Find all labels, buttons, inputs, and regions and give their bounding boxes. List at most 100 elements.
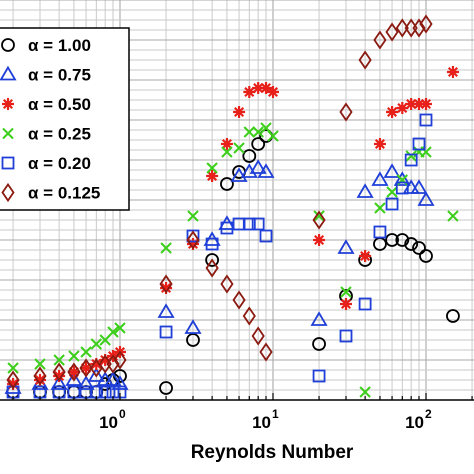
data-point (242, 149, 257, 163)
data-point (412, 98, 425, 110)
data-point (358, 297, 372, 311)
data-point (420, 98, 432, 110)
data-point (67, 362, 81, 382)
data-point (68, 350, 80, 362)
series-4 (6, 113, 433, 399)
data-point (312, 210, 326, 230)
data-point (159, 325, 173, 339)
data-point (267, 130, 279, 142)
x-tick-label: 10 2 (405, 407, 432, 432)
legend-label: α = 1.00 (28, 36, 91, 55)
data-point (339, 102, 353, 122)
legend-entry: α = 1.00 (1, 36, 91, 55)
data-point (157, 303, 175, 318)
data-point (65, 371, 83, 386)
data-point (383, 163, 401, 178)
data-point (106, 354, 120, 374)
data-point (313, 234, 326, 246)
data-point (187, 210, 199, 222)
legend-marker (2, 127, 14, 140)
data-point (385, 22, 399, 42)
data-point (206, 162, 218, 174)
data-point (405, 150, 417, 162)
data-point (419, 249, 433, 263)
data-point (233, 106, 246, 118)
data-point (404, 153, 418, 167)
legend-label: α = 0.125 (28, 184, 100, 203)
legend-entry: α = 0.75 (0, 65, 91, 85)
data-point (206, 170, 219, 182)
series-5 (6, 14, 433, 390)
data-point (77, 375, 95, 390)
data-point (395, 18, 409, 38)
data-point (33, 366, 47, 386)
svg-text:10: 10 (252, 413, 271, 432)
data-point (114, 322, 126, 334)
data-point (386, 106, 399, 118)
data-point (386, 186, 398, 198)
data-point (233, 142, 245, 154)
x-axis-label: Reynolds Number (191, 442, 354, 463)
legend-marker (2, 98, 14, 110)
legend-entry: α = 0.50 (2, 95, 91, 114)
data-point (339, 329, 353, 343)
data-point (90, 358, 103, 370)
legend-entry: α = 0.20 (1, 154, 91, 173)
data-point (252, 126, 264, 138)
data-point (53, 370, 66, 382)
legend-label: α = 0.75 (28, 66, 91, 85)
legend-label: α = 0.50 (28, 95, 91, 114)
data-point (50, 375, 68, 390)
data-point (107, 326, 119, 338)
data-point (220, 138, 233, 150)
data-point (160, 242, 172, 254)
data-point (6, 370, 20, 390)
data-point (340, 286, 352, 298)
x-tick-label: 10 1 (252, 407, 279, 432)
svg-text:10: 10 (405, 413, 424, 432)
legend-entry: α = 0.125 (1, 182, 100, 203)
legend-entry: α = 0.25 (2, 125, 91, 144)
data-point (412, 241, 426, 255)
data-point (187, 238, 199, 250)
data-point (111, 375, 129, 390)
legend-marker (1, 156, 15, 170)
data-point (419, 113, 433, 127)
data-point (87, 367, 105, 382)
data-point (259, 342, 273, 362)
data-point (446, 66, 459, 78)
data-point (395, 181, 409, 195)
data-point (205, 253, 220, 267)
data-point (220, 177, 234, 191)
legend-marker (0, 65, 17, 81)
data-point (53, 354, 65, 366)
data-point (220, 274, 234, 294)
data-point (33, 374, 46, 386)
data-point (251, 137, 266, 151)
data-point (52, 362, 66, 382)
data-point (393, 171, 411, 186)
data-point (186, 333, 200, 347)
svg-text:10: 10 (99, 413, 118, 432)
data-point (374, 202, 386, 214)
data-point (159, 381, 173, 395)
data-point (340, 298, 352, 310)
data-point (259, 82, 272, 94)
svg-text:2: 2 (425, 407, 432, 421)
data-point (160, 282, 173, 294)
data-point (313, 210, 325, 222)
data-point (337, 239, 355, 254)
data-point (251, 326, 265, 346)
data-point (405, 98, 418, 110)
data-point (80, 362, 93, 374)
data-point (99, 354, 112, 366)
data-point (417, 191, 435, 206)
data-point (242, 217, 256, 231)
data-point (90, 338, 103, 350)
legend-label: α = 0.25 (28, 125, 91, 144)
data-point (446, 309, 460, 323)
legend-marker (1, 182, 15, 203)
data-point (259, 229, 273, 243)
data-point (186, 230, 200, 250)
